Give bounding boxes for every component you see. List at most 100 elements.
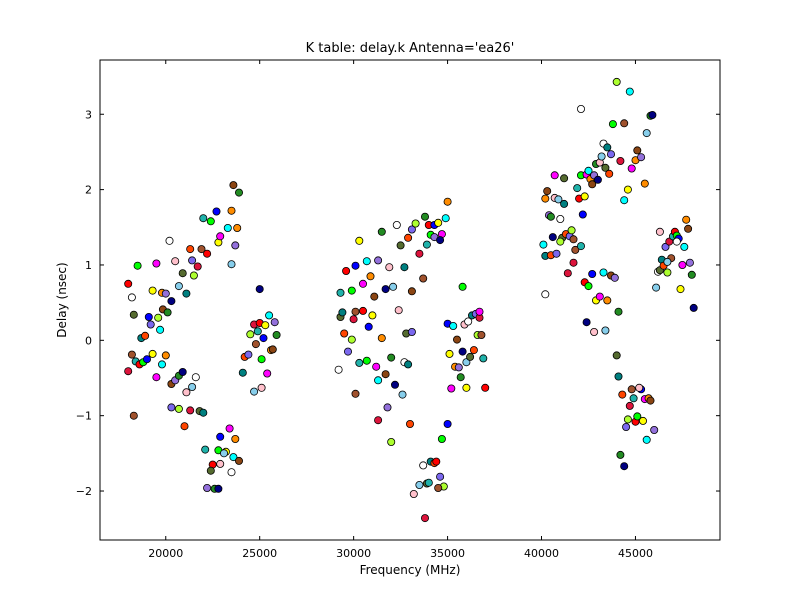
data-point (364, 322, 373, 331)
data-point (343, 347, 352, 356)
data-point (381, 370, 390, 379)
y-tick-label: −1 (76, 410, 92, 423)
data-point (458, 347, 467, 356)
data-point (560, 199, 569, 208)
data-point (469, 346, 478, 355)
data-point (390, 380, 399, 389)
data-point (590, 327, 599, 336)
data-point (646, 396, 655, 405)
data-point (182, 289, 191, 298)
data-point (392, 220, 401, 229)
data-point (214, 484, 223, 493)
data-point (404, 233, 413, 242)
data-point (216, 232, 225, 241)
data-point (394, 306, 403, 315)
y-tick-label: 1 (85, 259, 92, 272)
data-point (234, 188, 243, 197)
data-point (351, 261, 360, 270)
data-point (400, 263, 409, 272)
y-tick-label: −2 (76, 485, 92, 498)
data-point (174, 404, 183, 413)
chart-title: K table: delay.k Antenna='ea26' (306, 41, 515, 56)
data-point (148, 286, 157, 295)
data-point (616, 156, 625, 165)
data-point (167, 403, 176, 412)
data-point (404, 360, 413, 369)
data-point (407, 327, 416, 336)
data-point (203, 483, 212, 492)
data-point (436, 472, 445, 481)
data-point (424, 478, 433, 487)
data-point (543, 187, 552, 196)
data-point (449, 321, 458, 330)
data-point (154, 313, 163, 322)
data-point (351, 389, 360, 398)
data-point (193, 262, 202, 271)
data-point (443, 419, 452, 428)
data-point (567, 226, 576, 235)
data-point (219, 449, 228, 458)
y-tick-label: 2 (85, 184, 92, 197)
data-point (639, 416, 648, 425)
data-point (419, 274, 428, 283)
x-tick-label: 45000 (618, 547, 653, 560)
data-point (462, 383, 471, 392)
data-point (231, 434, 240, 443)
data-point (588, 269, 597, 278)
data-point (578, 210, 587, 219)
data-point (454, 363, 463, 372)
data-point (206, 466, 215, 475)
data-point (588, 180, 597, 189)
data-point (374, 256, 383, 265)
data-point (255, 285, 264, 294)
points-layer (124, 77, 698, 523)
data-point (620, 462, 629, 471)
data-point (466, 352, 475, 361)
data-point (441, 214, 450, 223)
data-point (270, 318, 279, 327)
data-point (383, 403, 392, 412)
data-point (244, 350, 253, 359)
data-point (618, 390, 627, 399)
data-point (182, 388, 191, 397)
data-point (355, 236, 364, 245)
data-point (642, 435, 651, 444)
data-point (556, 214, 565, 223)
data-point (582, 318, 591, 327)
data-point (595, 292, 604, 301)
data-point (550, 171, 559, 180)
data-point (238, 368, 247, 377)
data-point (475, 307, 484, 316)
data-point (445, 349, 454, 358)
data-point (191, 373, 200, 382)
data-point (370, 292, 379, 301)
data-point (385, 263, 394, 272)
data-point (246, 330, 255, 339)
data-point (251, 340, 260, 349)
data-point (142, 355, 151, 364)
data-point (234, 456, 243, 465)
data-point (199, 408, 208, 417)
data-point (443, 197, 452, 206)
data-point (396, 241, 405, 250)
data-point (687, 270, 696, 279)
data-point (650, 425, 659, 434)
data-point (479, 354, 488, 363)
data-point (372, 362, 381, 371)
data-point (661, 242, 670, 251)
data-point (368, 311, 377, 320)
data-point (601, 163, 610, 172)
data-point (201, 445, 210, 454)
data-point (387, 437, 396, 446)
data-point (637, 153, 646, 162)
data-point (682, 215, 691, 224)
data-point (420, 212, 429, 221)
data-point (603, 143, 612, 152)
data-point (349, 315, 358, 324)
data-point (546, 212, 555, 221)
data-point (640, 179, 649, 188)
data-point (608, 120, 617, 129)
data-point (614, 372, 623, 381)
data-point (340, 329, 349, 338)
data-point (233, 223, 242, 232)
